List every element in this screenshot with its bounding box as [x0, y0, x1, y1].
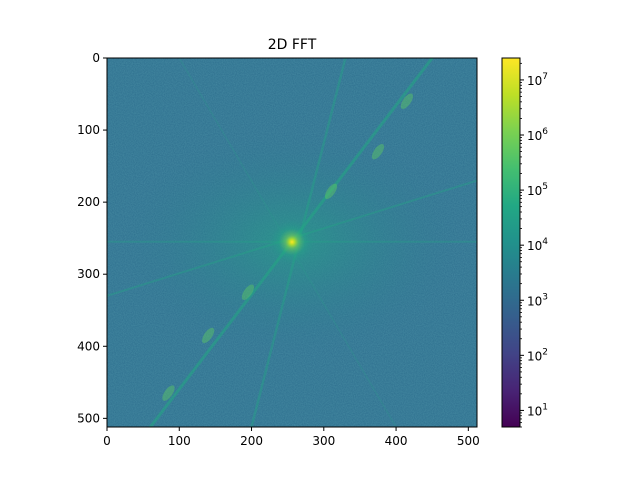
y-tick-label: 300: [77, 267, 100, 281]
x-tick-label: 300: [312, 434, 335, 448]
y-tick-label: 100: [77, 123, 100, 137]
chart-title: 2D FFT: [268, 37, 317, 53]
x-axis: 0 100 200 300 400 500: [103, 427, 480, 448]
heatmap-image: [107, 58, 477, 427]
x-tick-label: 500: [457, 434, 480, 448]
y-axis: 0 100 200 300 400 500: [77, 51, 107, 425]
colorbar-tick-label: 105: [527, 182, 548, 198]
colorbar-tick-label: 106: [527, 127, 548, 143]
colorbar-tick-label: 107: [527, 72, 548, 88]
x-tick-label: 200: [240, 434, 263, 448]
heatmap-blob: [162, 385, 175, 401]
y-tick-label: 0: [92, 51, 100, 65]
heatmap-center-peak: [270, 220, 314, 264]
y-tick-label: 200: [77, 195, 100, 209]
plot-frame: [106, 57, 478, 428]
colorbar-tick-label: 102: [527, 347, 548, 363]
colorbar-tick-label: 104: [527, 237, 548, 253]
colorbar: [501, 57, 521, 428]
heatmap-blob: [324, 183, 338, 200]
y-tick-label: 400: [77, 339, 100, 353]
colorbar-tick-label: 101: [527, 402, 548, 418]
x-tick-label: 0: [103, 434, 111, 448]
colorbar-tick-label: 103: [527, 292, 548, 308]
heatmap-blob: [241, 284, 255, 300]
colorbar-axis: 101 102 103 104 105 106 107: [520, 62, 548, 428]
heatmap-blob: [202, 327, 215, 344]
heatmap-blob: [371, 143, 385, 160]
y-tick-label: 500: [77, 411, 100, 425]
x-tick-label: 100: [168, 434, 191, 448]
x-tick-label: 400: [385, 434, 408, 448]
heatmap-blob: [400, 93, 414, 109]
